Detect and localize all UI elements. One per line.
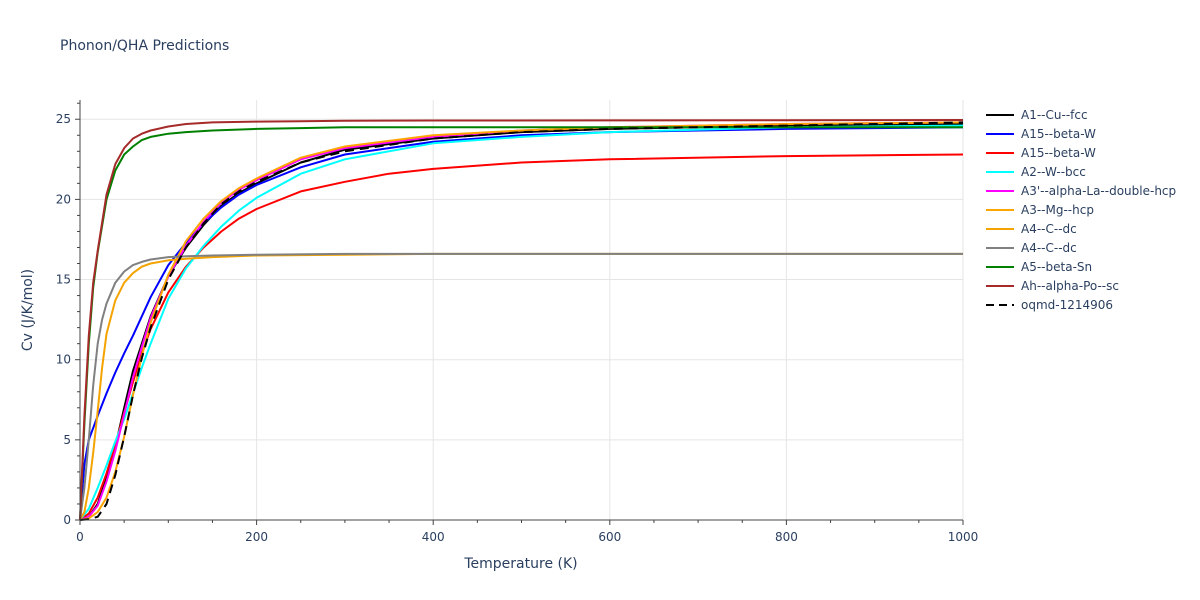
y-tick-label: 20 — [56, 192, 71, 206]
series-line — [79, 121, 964, 521]
chart-title: Phonon/QHA Predictions — [60, 38, 229, 54]
legend-label[interactable]: A15--beta-W — [1021, 127, 1096, 141]
x-tick-label: 800 — [775, 530, 798, 544]
y-tick-label: 25 — [56, 112, 71, 126]
legend-label[interactable]: A1--Cu--fcc — [1021, 108, 1088, 122]
series-line — [79, 123, 964, 521]
series-line — [79, 126, 964, 521]
legend-label[interactable]: A4--C--dc — [1021, 222, 1077, 236]
x-tick-label: 0 — [76, 530, 84, 544]
x-tick-label: 600 — [598, 530, 621, 544]
legend-label[interactable]: Ah--alpha-Po--sc — [1021, 279, 1119, 293]
y-axis-title: Cv (J/K/mol) — [20, 269, 36, 351]
series-line — [79, 121, 964, 521]
x-tick-label: 1000 — [948, 530, 979, 544]
series-line — [79, 126, 963, 521]
plot-area — [79, 119, 964, 521]
legend-label[interactable]: A2--W--bcc — [1021, 165, 1086, 179]
x-tick-label: 400 — [422, 530, 445, 544]
y-tick-label: 5 — [63, 433, 71, 447]
legend: A1--Cu--fcc A15--beta-W A15--beta-W A2--W--… — [986, 108, 1176, 312]
y-tick-label: 15 — [56, 273, 71, 287]
y-tick-label: 10 — [56, 353, 71, 367]
series-line — [79, 119, 964, 521]
series-line — [79, 124, 964, 521]
x-axis-title: Temperature (K) — [463, 556, 577, 572]
axes: 0 200 400 600 800 1000 0 5 10 15 20 25 — [56, 100, 979, 544]
legend-label[interactable]: oqmd-1214906 — [1021, 298, 1113, 312]
x-tick-label: 200 — [245, 530, 268, 544]
series-line — [79, 121, 964, 521]
legend-label[interactable]: A5--beta-Sn — [1021, 260, 1092, 274]
legend-label[interactable]: A3--Mg--hcp — [1021, 203, 1094, 217]
legend-label[interactable]: A4--C--dc — [1021, 241, 1077, 255]
series-line — [79, 252, 963, 521]
legend-label[interactable]: A15--beta-W — [1021, 146, 1096, 160]
series-line — [79, 252, 963, 521]
legend-label[interactable]: A3'--alpha-La--double-hcp — [1021, 184, 1176, 198]
y-tick-label: 0 — [63, 513, 71, 527]
